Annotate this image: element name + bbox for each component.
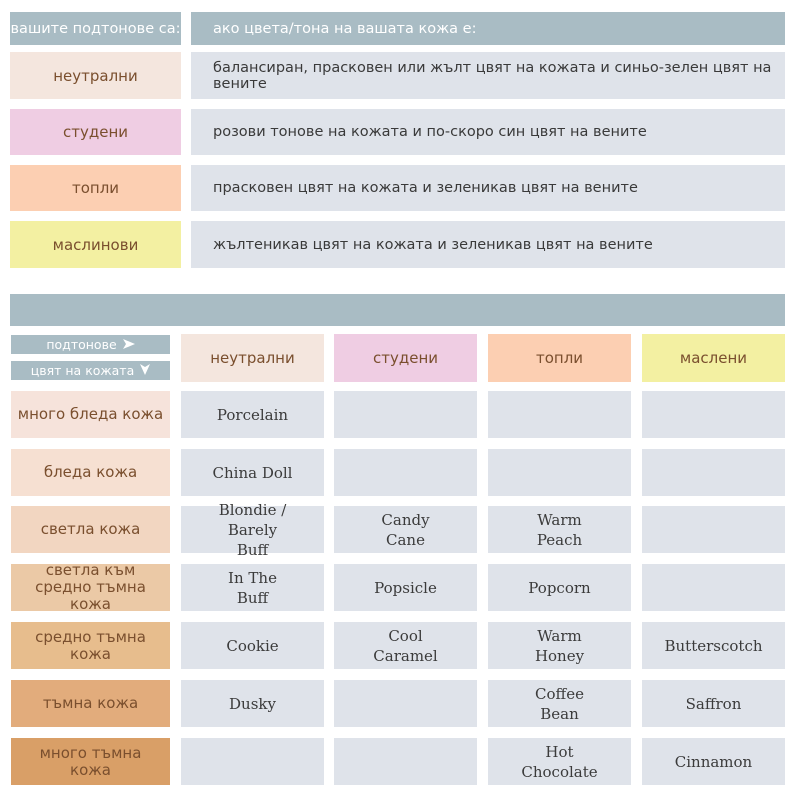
shade-cell — [334, 449, 477, 496]
skin-tone-row-label: светла към средно тъмна кожа — [11, 561, 170, 613]
shade-name: Saffron — [685, 694, 742, 713]
shade-cell — [334, 680, 477, 727]
shade-cell: Cool Caramel — [334, 622, 477, 669]
shade-cell: Blondie / Barely Buff — [181, 501, 324, 559]
shade-name: Cookie — [226, 636, 279, 655]
shade-name: In The Buff — [228, 568, 277, 607]
shade-cell: Porcelain — [181, 391, 324, 438]
column-header-label: студени — [372, 349, 439, 367]
skin-tone-label: светла към средно тъмна кожа — [35, 561, 146, 613]
shade-cell: Butterscotch — [642, 622, 785, 669]
undertone-header: вашите подтонове са: — [10, 12, 181, 45]
shade-name: Warm Peach — [536, 510, 583, 549]
skin-tone-row-label: много бледа кожа — [11, 391, 170, 438]
shade-cell: Candy Cane — [334, 506, 477, 553]
skin-description-cell: жълтеникав цвят на кожата и зеленикав цв… — [191, 221, 785, 268]
legend-skin-tone-label: цвят на кожата — [30, 363, 135, 378]
shade-name: Butterscotch — [664, 636, 763, 655]
undertone-cell: студени — [10, 109, 181, 155]
skin-description-cell: розови тонове на кожата и по-скоро син ц… — [191, 109, 785, 155]
column-header-label: топли — [535, 349, 584, 367]
column-header: неутрални — [181, 334, 324, 382]
shade-name: Cinnamon — [674, 752, 753, 771]
skin-description-header-label: ако цвета/тона на вашата кожа е: — [213, 20, 477, 37]
shade-cell — [642, 506, 785, 553]
shade-name: Porcelain — [216, 405, 289, 424]
column-header: маслени — [642, 334, 785, 382]
skin-tone-label: светла кожа — [40, 520, 141, 538]
shade-name: Dusky — [229, 694, 276, 713]
column-header: студени — [334, 334, 477, 382]
shade-name: Warm Honey — [534, 626, 585, 665]
legend-skin-tone: цвят на кожата — [11, 361, 170, 380]
shade-cell: Popsicle — [334, 564, 477, 611]
shade-cell — [181, 738, 324, 785]
skin-tone-row-label: средно тъмна кожа — [11, 622, 170, 669]
shade-name: Blondie / Barely Buff — [218, 500, 287, 559]
shade-name: Coffee Bean — [535, 684, 584, 723]
skin-description-text: жълтеникав цвят на кожата и зеленикав цв… — [213, 236, 653, 253]
arrow-right-icon — [122, 337, 135, 352]
skin-tone-row-label: светла кожа — [11, 506, 170, 553]
undertone-label: топли — [71, 179, 120, 197]
undertone-header-label: вашите подтонове са: — [10, 20, 181, 37]
skin-tone-label: много тъмна кожа — [39, 743, 142, 779]
shade-cell: Cookie — [181, 622, 324, 669]
undertone-label: маслинови — [52, 235, 139, 254]
legend-undertones: подтонове — [11, 335, 170, 354]
arrow-down-icon — [140, 363, 151, 378]
section-divider-bar — [10, 294, 785, 326]
skin-tone-row-label: бледа кожа — [11, 449, 170, 496]
skin-tone-label: бледа кожа — [43, 463, 138, 481]
shade-name: Cool Caramel — [373, 626, 438, 665]
skin-tone-label: много бледа кожа — [17, 405, 164, 423]
shade-cell: Saffron — [642, 680, 785, 727]
undertone-label: студени — [62, 123, 129, 141]
shade-cell: Coffee Bean — [488, 680, 631, 727]
skin-description-text: прасковен цвят на кожата и зеленикав цвя… — [213, 180, 638, 196]
shade-name: Popcorn — [528, 578, 591, 597]
shade-cell — [334, 391, 477, 438]
skin-description-text: розови тонове на кожата и по-скоро син ц… — [213, 124, 647, 140]
shade-cell — [642, 449, 785, 496]
skin-tone-row-label: много тъмна кожа — [11, 738, 170, 785]
shade-cell — [334, 738, 477, 785]
shade-cell — [488, 391, 631, 438]
undertone-cell: топли — [10, 165, 181, 211]
shade-cell: Warm Peach — [488, 506, 631, 553]
shade-cell: China Doll — [181, 449, 324, 496]
skin-tone-label: средно тъмна кожа — [35, 627, 146, 663]
undertone-cell: неутрални — [10, 52, 181, 99]
shade-cell: Cinnamon — [642, 738, 785, 785]
shade-name: Candy Cane — [381, 510, 430, 549]
shade-cell: Dusky — [181, 680, 324, 727]
skin-description-text: балансиран, прасковен или жълт цвят на к… — [213, 59, 772, 92]
column-header-label: неутрални — [210, 349, 295, 367]
skin-tone-row-label: тъмна кожа — [11, 680, 170, 727]
skin-description-header: ако цвета/тона на вашата кожа е: — [191, 12, 785, 45]
shade-cell — [488, 449, 631, 496]
shade-cell: Warm Honey — [488, 622, 631, 669]
shade-name: Hot Chocolate — [521, 742, 598, 781]
column-header: топли — [488, 334, 631, 382]
shade-cell: In The Buff — [181, 564, 324, 611]
shade-cell — [642, 564, 785, 611]
undertone-cell: маслинови — [10, 221, 181, 268]
column-header-label: маслени — [679, 349, 748, 367]
skin-description-cell: прасковен цвят на кожата и зеленикав цвя… — [191, 165, 785, 211]
skin-tone-label: тъмна кожа — [42, 694, 139, 712]
shade-cell: Popcorn — [488, 564, 631, 611]
shade-name: China Doll — [212, 463, 293, 482]
shade-cell: Hot Chocolate — [488, 738, 631, 785]
shade-cell — [642, 391, 785, 438]
undertone-label: неутрални — [53, 66, 138, 85]
skin-description-cell: балансиран, прасковен или жълт цвят на к… — [191, 52, 785, 99]
shade-name: Popsicle — [374, 578, 437, 597]
legend-undertones-label: подтонове — [46, 337, 117, 352]
